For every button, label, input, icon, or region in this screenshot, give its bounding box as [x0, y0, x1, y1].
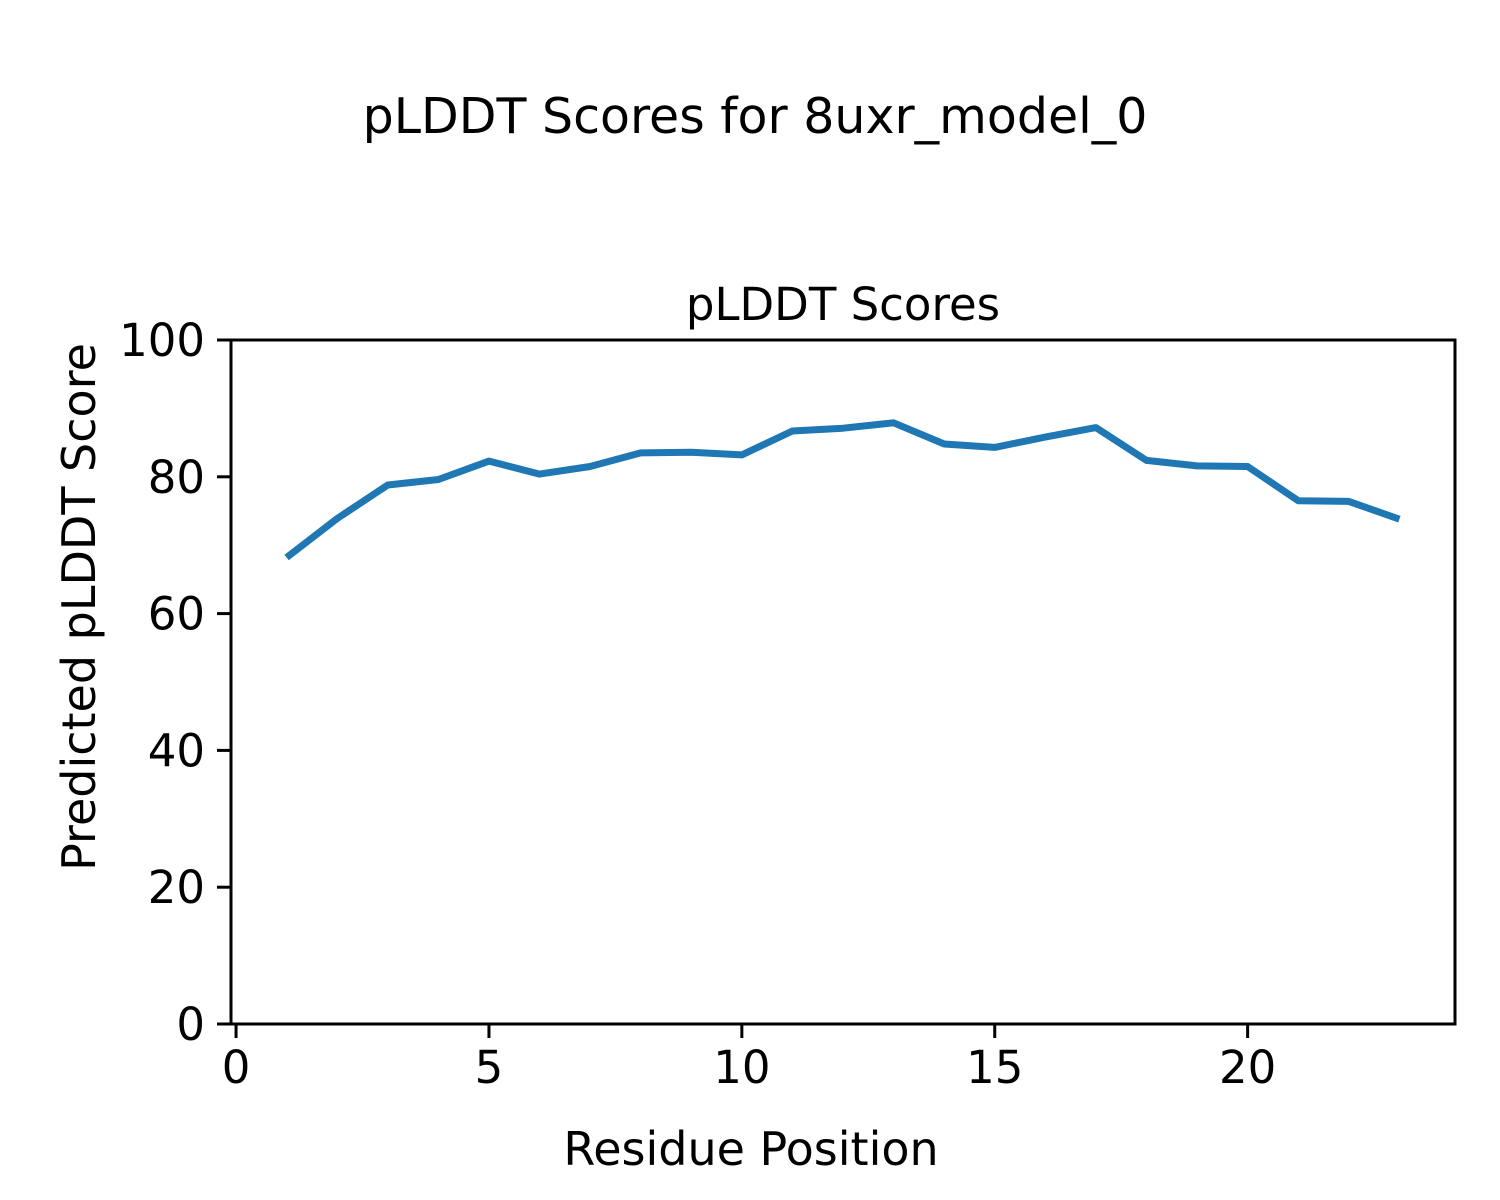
y-tick-label: 40	[148, 724, 205, 777]
plddt-series-line	[284, 419, 1401, 561]
axes-title: pLDDT Scores	[686, 278, 1000, 331]
y-tick-label: 60	[148, 588, 205, 641]
x-tick-label: 15	[966, 1041, 1023, 1094]
x-tick-label: 10	[713, 1041, 770, 1094]
x-tick-label: 20	[1219, 1041, 1276, 1094]
x-axis-label: Residue Position	[563, 1122, 938, 1176]
plot-border	[229, 338, 1457, 1026]
y-tick-label: 80	[148, 451, 205, 504]
figure-title: pLDDT Scores for 8uxr_model_0	[363, 88, 1148, 145]
x-tick-label: 5	[475, 1041, 504, 1094]
y-axis-ticks: 0 20 40 60 80 100	[119, 314, 231, 1051]
y-axis-label: Predicted pLDDT Score	[52, 343, 106, 871]
x-axis-ticks: 0 5 10 15 20	[222, 1024, 1276, 1094]
y-tick-label: 100	[119, 314, 205, 367]
y-tick-label: 0	[176, 998, 205, 1051]
y-tick-label: 20	[148, 861, 205, 914]
x-tick-label: 0	[222, 1041, 251, 1094]
